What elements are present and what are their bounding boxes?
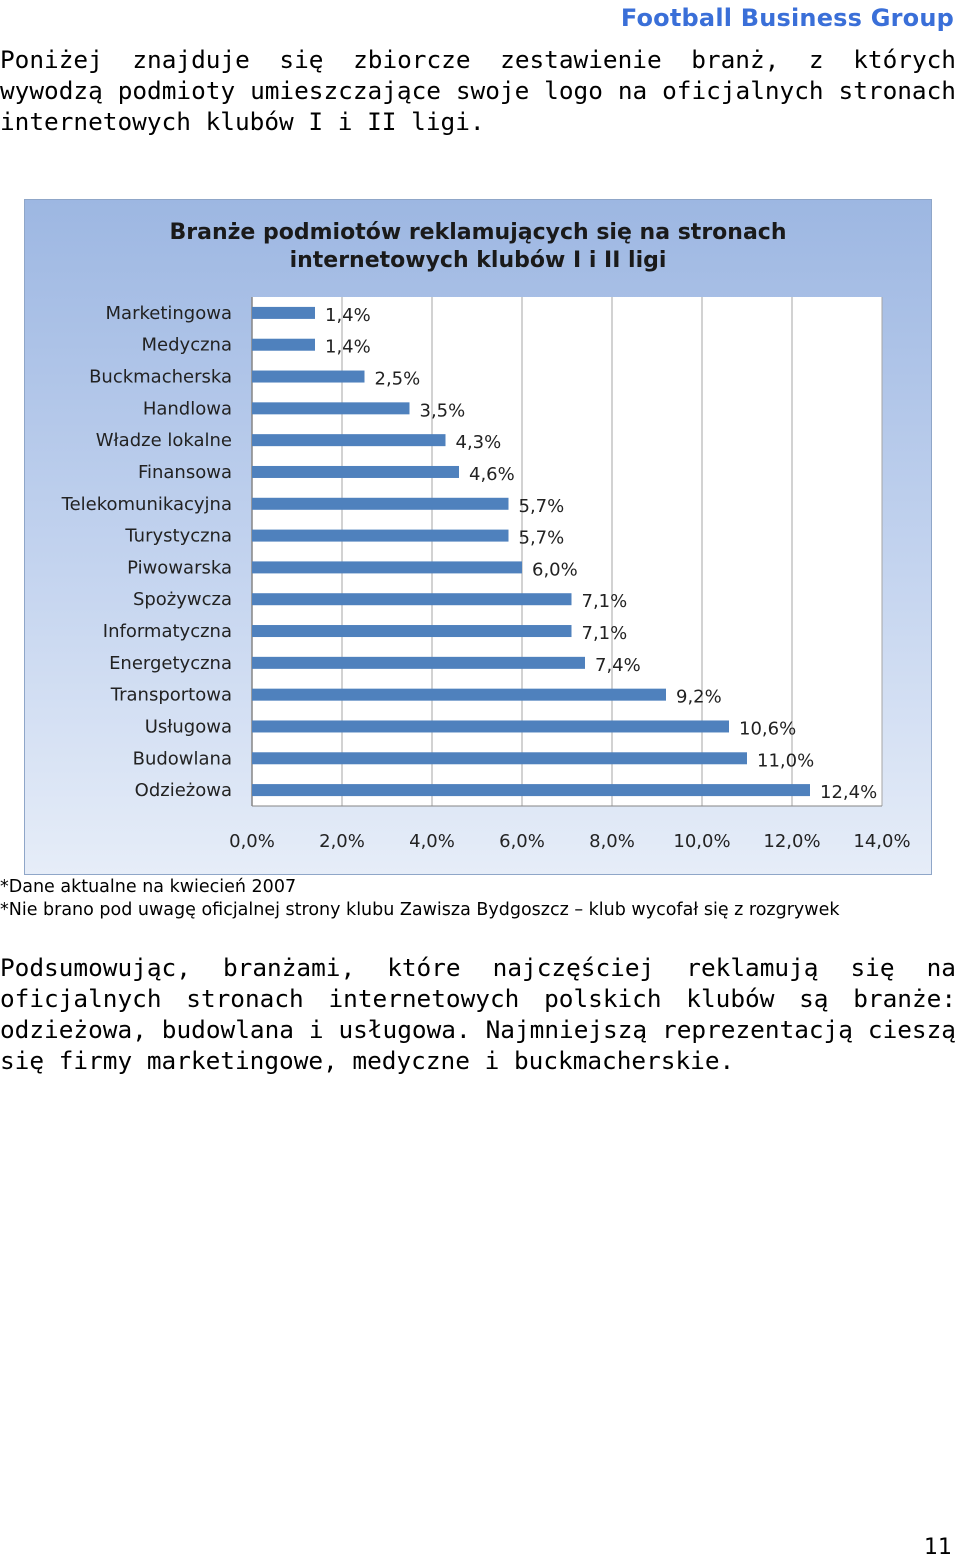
category-label: Handlowa [143,398,232,419]
bar [252,465,459,478]
data-label: 5,7% [519,528,565,549]
x-tick-label: 14,0% [853,831,910,852]
data-label: 1,4% [325,305,371,326]
data-label: 3,5% [420,400,466,421]
note-exclusion: *Nie brano pod uwagę oficjalnej strony k… [0,900,840,920]
x-tick-label: 2,0% [319,831,365,852]
x-tick-label: 12,0% [763,831,820,852]
chart-title-line2: internetowych klubów I i II ligi [290,248,667,273]
bar [252,370,365,383]
intro-paragraph: Poniżej znajduje się zbiorcze zestawieni… [0,45,956,136]
bar [252,434,446,447]
bar [252,688,666,701]
x-tick-label: 8,0% [589,831,635,852]
category-label: Budowlana [133,748,232,769]
data-label: 2,5% [375,369,421,390]
category-label: Energetyczna [109,653,232,674]
data-label: 6,0% [532,559,578,580]
data-label: 4,3% [456,432,502,453]
data-label: 1,4% [325,337,371,358]
data-label: 9,2% [676,687,722,708]
category-label: Finansowa [138,462,232,483]
data-label: 7,1% [582,623,628,644]
data-label: 7,1% [582,591,628,612]
summary-paragraph: Podsumowując, branżami, które najczęście… [0,953,956,1075]
category-label: Usługowa [145,716,232,737]
category-label: Piwowarska [127,557,232,578]
bar [252,561,522,574]
bar [252,720,729,733]
bar [252,497,509,510]
data-label: 5,7% [519,496,565,517]
category-label: Buckmacherska [89,367,232,388]
note-data-date: *Dane aktualne na kwiecień 2007 [0,877,297,897]
category-label: Medyczna [142,335,232,356]
data-label: 7,4% [595,655,641,676]
category-label: Transportowa [110,685,232,706]
bar [252,784,810,797]
bar [252,306,315,319]
bar [252,752,747,765]
chart-title-line1: Branże podmiotów reklamujących się na st… [170,220,787,245]
page-number: 11 [924,1535,952,1560]
chart-notes: *Dane aktualne na kwiecień 2007 *Nie bra… [0,876,958,922]
bar-chart: Branże podmiotów reklamujących się na st… [24,199,932,875]
bar [252,593,572,606]
data-label: 12,4% [820,782,877,803]
category-label: Spożywcza [133,589,232,610]
category-label: Informatyczna [103,621,232,642]
header-brand: Football Business Group [620,4,954,32]
x-tick-label: 10,0% [673,831,730,852]
data-label: 4,6% [469,464,515,485]
bar [252,625,572,638]
category-label: Turystyczna [124,526,232,547]
bar [252,529,509,542]
category-label: Odzieżowa [135,780,232,801]
category-label: Telekomunikacyjna [61,494,232,515]
chart-svg: Branże podmiotów reklamujących się na st… [61,220,911,852]
x-tick-label: 0,0% [229,831,275,852]
x-tick-label: 4,0% [409,831,455,852]
data-label: 11,0% [757,750,814,771]
x-tick-label: 6,0% [499,831,545,852]
category-label: Marketingowa [106,303,232,324]
bar [252,656,585,669]
category-label: Władze lokalne [96,430,232,451]
bar [252,402,410,415]
bar [252,338,315,351]
data-label: 10,6% [739,718,796,739]
